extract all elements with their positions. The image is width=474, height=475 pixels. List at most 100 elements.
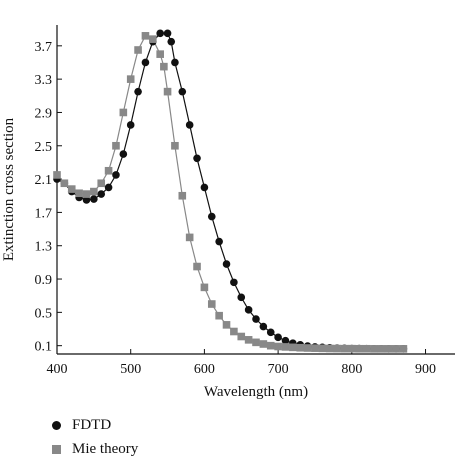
y-tick-label: 2.5 [35, 140, 53, 155]
x-tick-label: 400 [47, 362, 68, 377]
y-tick-label: 1.7 [35, 206, 53, 221]
axes: 400 500 600 700 800 900 0.1 0.5 0.9 1.3 1.7 2.1 2.5… [35, 25, 455, 377]
mie-point [348, 344, 356, 353]
legend-square-marker [48, 444, 64, 454]
legend-item-fdtd: FDTD [48, 413, 138, 437]
mie-point [134, 46, 142, 54]
fdtd-point [167, 37, 176, 46]
mie-point [303, 344, 312, 352]
y-tick-label: 0.5 [35, 306, 53, 321]
mie-point [200, 283, 209, 292]
legend: FDTD Mie theory [48, 413, 138, 461]
mie-point [281, 343, 290, 351]
mie-point [333, 344, 341, 353]
y-tick-label: 1.3 [35, 240, 53, 255]
mie-point [156, 50, 164, 58]
fdtd-point [207, 212, 216, 221]
mie-point [259, 340, 268, 348]
fdtd-point [134, 87, 142, 96]
fdtd-point [112, 171, 120, 179]
mie-point [377, 345, 386, 353]
mie-point [266, 341, 275, 350]
mie-point [149, 35, 157, 43]
mie-point [163, 87, 172, 96]
y-axis-label: Extinction cross section [1, 117, 17, 261]
x-tick-label: 900 [415, 362, 436, 377]
y-tick-label: 0.1 [35, 340, 53, 355]
mie-point [355, 344, 363, 353]
mie-point [178, 191, 187, 200]
mie-point [207, 300, 216, 308]
mie-point [141, 32, 150, 40]
legend-circle-marker [48, 420, 64, 430]
x-tick-label: 600 [194, 362, 215, 377]
y-tick-label: 2.1 [35, 173, 53, 188]
mie-point [252, 338, 260, 347]
mie-point [222, 321, 231, 329]
fdtd-point [185, 121, 194, 129]
fdtd-point [178, 87, 187, 96]
mie-point [126, 75, 135, 83]
mie-point [104, 166, 113, 175]
mie-point [311, 344, 319, 352]
fdtd-point [222, 260, 231, 268]
fdtd-point [82, 196, 91, 204]
fdtd-point [281, 336, 290, 345]
fdtd-point [266, 328, 275, 337]
y-tick-label: 3.3 [35, 73, 53, 88]
fdtd-point [126, 121, 135, 129]
x-ticks: 400 500 600 700 800 900 [47, 349, 436, 377]
fdtd-point [259, 322, 268, 331]
mie-point [215, 311, 223, 320]
mie-point [399, 345, 408, 353]
mie-point [160, 62, 168, 71]
x-tick-label: 800 [341, 362, 362, 377]
x-tick-label: 700 [268, 362, 289, 377]
mie-point [185, 233, 194, 242]
legend-item-mie: Mie theory [48, 437, 138, 461]
mie-point [274, 342, 282, 351]
mie-point [318, 344, 327, 353]
x-tick-label: 500 [120, 362, 141, 377]
legend-label-fdtd: FDTD [72, 416, 112, 433]
y-ticks: 0.1 0.5 0.9 1.3 1.7 2.1 2.5 2.9 3.3 3.7 [35, 40, 62, 355]
fdtd-point [163, 29, 172, 38]
legend-label-mie: Mie theory [72, 440, 139, 457]
mie-point [90, 187, 98, 196]
fdtd-point [200, 183, 209, 192]
mie-point [296, 343, 305, 352]
fdtd-point [90, 195, 98, 203]
mie-point [53, 171, 61, 179]
fdtd-point [193, 154, 201, 163]
mie-point [237, 332, 246, 341]
mie-point [340, 344, 349, 353]
mie-point [325, 344, 334, 353]
mie-point [82, 190, 91, 198]
mie-point [289, 343, 297, 352]
mie-point [370, 345, 378, 353]
fdtd-point [274, 333, 282, 342]
mie-point [193, 262, 201, 271]
mie-point [392, 345, 400, 353]
mie-point [244, 336, 253, 344]
mie-point [230, 327, 238, 336]
x-axis-label: Wavelength (nm) [204, 384, 308, 400]
fdtd-point [141, 58, 150, 67]
mie-point [67, 185, 76, 193]
mie-point [60, 179, 69, 188]
fdtd-point [156, 29, 164, 38]
fdtd-point [119, 150, 128, 158]
chart-svg: 400 500 600 700 800 900 0.1 0.5 0.9 1.3 1.7 2.1 2.5… [1, 25, 455, 400]
fdtd-point [237, 293, 246, 302]
mie-point [112, 141, 120, 150]
mie-point [97, 179, 106, 188]
fdtd-point [244, 306, 253, 314]
fdtd-point [230, 278, 238, 287]
fdtd-point [215, 237, 223, 246]
y-tick-label: 2.9 [35, 106, 53, 121]
y-tick-label: 0.9 [35, 273, 53, 288]
mie-point [362, 344, 371, 353]
y-tick-label: 3.7 [35, 40, 53, 55]
mie-point [75, 189, 83, 198]
mie-point [171, 141, 179, 150]
